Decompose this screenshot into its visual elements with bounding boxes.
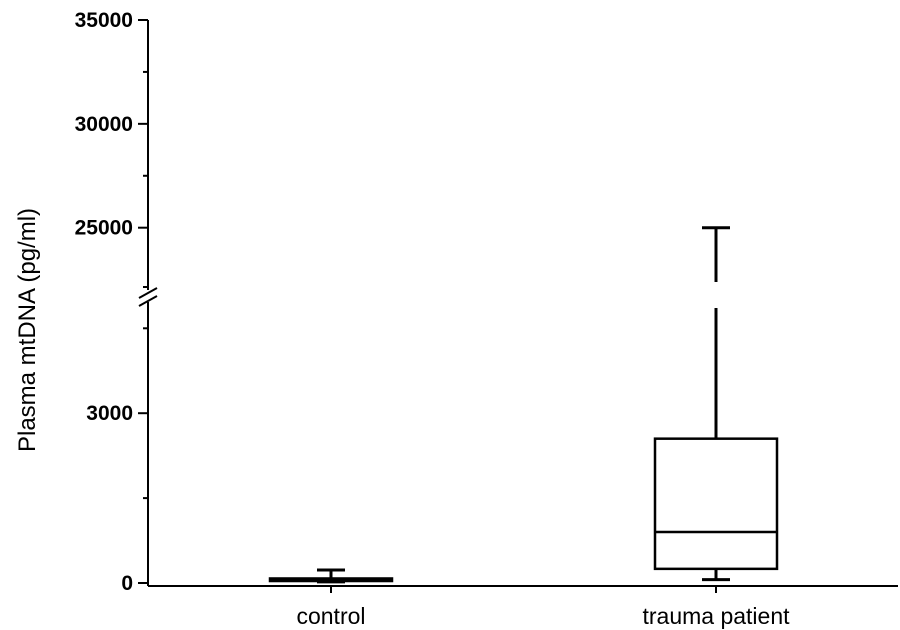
axis-break-mark	[138, 295, 158, 307]
axis-break-mark	[138, 287, 158, 299]
box-control	[268, 568, 394, 584]
y-tick-label: 35000	[75, 9, 133, 32]
y-tick-label: 30000	[75, 113, 133, 136]
y-tick-label: 0	[121, 572, 133, 595]
y-tick-label: 25000	[75, 217, 133, 240]
x-tick-label: control	[296, 603, 365, 629]
box-trauma-patient	[653, 226, 779, 582]
y-tick-label: 3000	[86, 402, 133, 425]
plot-marks	[268, 226, 779, 584]
iqr-box	[653, 437, 779, 571]
y-axis-title: Plasma mtDNA (pg/ml)	[14, 208, 41, 452]
x-tick-label: trauma patient	[642, 603, 790, 629]
axes: 0 3000 25000 30000 35000 control trauma patien…	[75, 9, 898, 629]
